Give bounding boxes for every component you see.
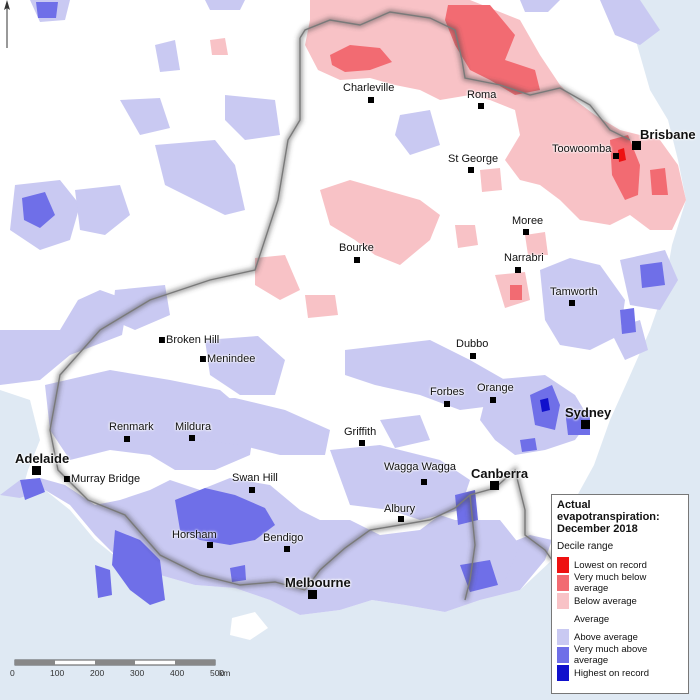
griffith-marker xyxy=(359,440,365,446)
melbourne-marker xyxy=(308,590,317,599)
canberra-marker xyxy=(490,481,499,490)
scale-tick-label: 100 xyxy=(50,668,65,678)
narrabri-label: Narrabri xyxy=(504,252,544,264)
legend-item: Above average xyxy=(557,628,683,646)
wagga-wagga-label: Wagga Wagga xyxy=(384,461,456,473)
moree-marker xyxy=(523,229,529,235)
legend-subtitle: Decile range xyxy=(557,541,614,552)
legend-item-label: Very much below average xyxy=(573,572,647,594)
brisbane-marker xyxy=(632,141,641,150)
legend-item-label: Above average xyxy=(574,631,638,643)
state-border xyxy=(49,11,631,601)
very-much-below-average-areas xyxy=(330,5,668,300)
legend: Actual evapotranspiration: December 2018… xyxy=(551,494,689,694)
mildura-marker xyxy=(189,435,195,441)
murray-bridge-label: Murray Bridge xyxy=(71,473,141,485)
legend-swatch xyxy=(557,647,569,663)
renmark-label: Renmark xyxy=(109,421,154,433)
melbourne-label: Melbourne xyxy=(285,575,351,590)
legend-item: Lowest on record xyxy=(557,556,683,574)
adelaide-label: Adelaide xyxy=(15,451,70,466)
scale-bar: 0 100 200 300 400 500 km xyxy=(10,658,240,688)
narrabri-marker xyxy=(515,267,521,273)
roma-label: Roma xyxy=(467,89,497,101)
legend-item: Very much above average xyxy=(557,644,683,666)
scale-tick-label: 200 xyxy=(90,668,105,678)
legend-title: Actual evapotranspiration: December 2018 xyxy=(557,499,660,535)
dubbo-label: Dubbo xyxy=(456,338,489,350)
legend-item: Average xyxy=(557,610,683,628)
orange-label: Orange xyxy=(477,382,514,394)
tasman-peninsula xyxy=(230,612,268,640)
bendigo-marker xyxy=(284,546,290,552)
very-much-above-average-areas xyxy=(20,2,665,605)
swan-hill-label: Swan Hill xyxy=(232,472,278,484)
scale-tick-label: 400 xyxy=(170,668,185,678)
toowoomba-label: Toowoomba xyxy=(552,143,612,155)
legend-swatch xyxy=(557,593,569,609)
legend-item: Highest on record xyxy=(557,664,683,682)
bourke-marker xyxy=(354,257,360,263)
broken-hill-marker xyxy=(159,337,165,343)
charleville-label: Charleville xyxy=(343,82,395,94)
griffith-label: Griffith xyxy=(344,426,377,438)
horsham-marker xyxy=(207,542,213,548)
roma-marker xyxy=(478,103,484,109)
scale-tick-label: 0 xyxy=(10,668,15,678)
horsham-label: Horsham xyxy=(172,529,217,541)
legend-swatch xyxy=(557,611,569,627)
menindee-marker xyxy=(200,356,206,362)
dubbo-marker xyxy=(470,353,476,359)
renmark-marker xyxy=(124,436,130,442)
wagga-wagga-marker xyxy=(421,479,427,485)
bourke-label: Bourke xyxy=(339,242,374,254)
scale-tick-label: 500 xyxy=(210,668,225,678)
legend-item-label: Very much above average xyxy=(573,644,648,666)
bendigo-label: Bendigo xyxy=(263,532,304,544)
murray-bridge-marker xyxy=(64,476,70,482)
legend-item-label: Lowest on record xyxy=(574,559,647,571)
charleville-marker xyxy=(368,97,374,103)
mildura-label: Mildura xyxy=(175,421,212,433)
forbes-label: Forbes xyxy=(430,386,465,398)
broken-hill-label: Broken Hill xyxy=(166,334,220,346)
legend-item: Very much below average xyxy=(557,572,683,594)
scale-bar-graphic xyxy=(14,659,216,666)
legend-item-label: Highest on record xyxy=(574,667,649,679)
swan-hill-marker xyxy=(249,487,255,493)
tamworth-marker xyxy=(569,300,575,306)
legend-item-label: Below average xyxy=(574,595,637,607)
legend-item: Below average xyxy=(557,592,683,610)
below-average-areas xyxy=(210,0,686,318)
brisbane-label: Brisbane xyxy=(640,127,696,142)
albury-label: Albury xyxy=(384,503,416,515)
legend-swatch xyxy=(557,575,569,591)
menindee-label: Menindee xyxy=(207,353,256,365)
legend-swatch xyxy=(557,629,569,645)
forbes-marker xyxy=(444,401,450,407)
st-george-marker xyxy=(468,167,474,173)
adelaide-marker xyxy=(32,466,41,475)
highest-on-record-areas xyxy=(540,398,550,412)
sydney-marker xyxy=(581,420,590,429)
scale-tick-label: 300 xyxy=(130,668,145,678)
legend-items: Lowest on record Very much below average B… xyxy=(557,556,683,682)
albury-marker xyxy=(398,516,404,522)
legend-swatch xyxy=(557,665,569,681)
sydney-label: Sydney xyxy=(565,405,612,420)
canberra-label: Canberra xyxy=(471,466,529,481)
st-george-label: St George xyxy=(448,153,499,165)
north-arrow-icon xyxy=(4,0,10,48)
toowoomba-marker xyxy=(613,153,619,159)
legend-swatch xyxy=(557,557,569,573)
above-average-areas xyxy=(0,0,678,632)
lowest-on-record-areas xyxy=(618,148,626,162)
scale-unit-label: km xyxy=(219,668,231,678)
orange-marker xyxy=(490,397,496,403)
tamworth-label: Tamworth xyxy=(550,286,598,298)
moree-label: Moree xyxy=(512,215,544,227)
legend-item-label: Average xyxy=(574,613,610,625)
